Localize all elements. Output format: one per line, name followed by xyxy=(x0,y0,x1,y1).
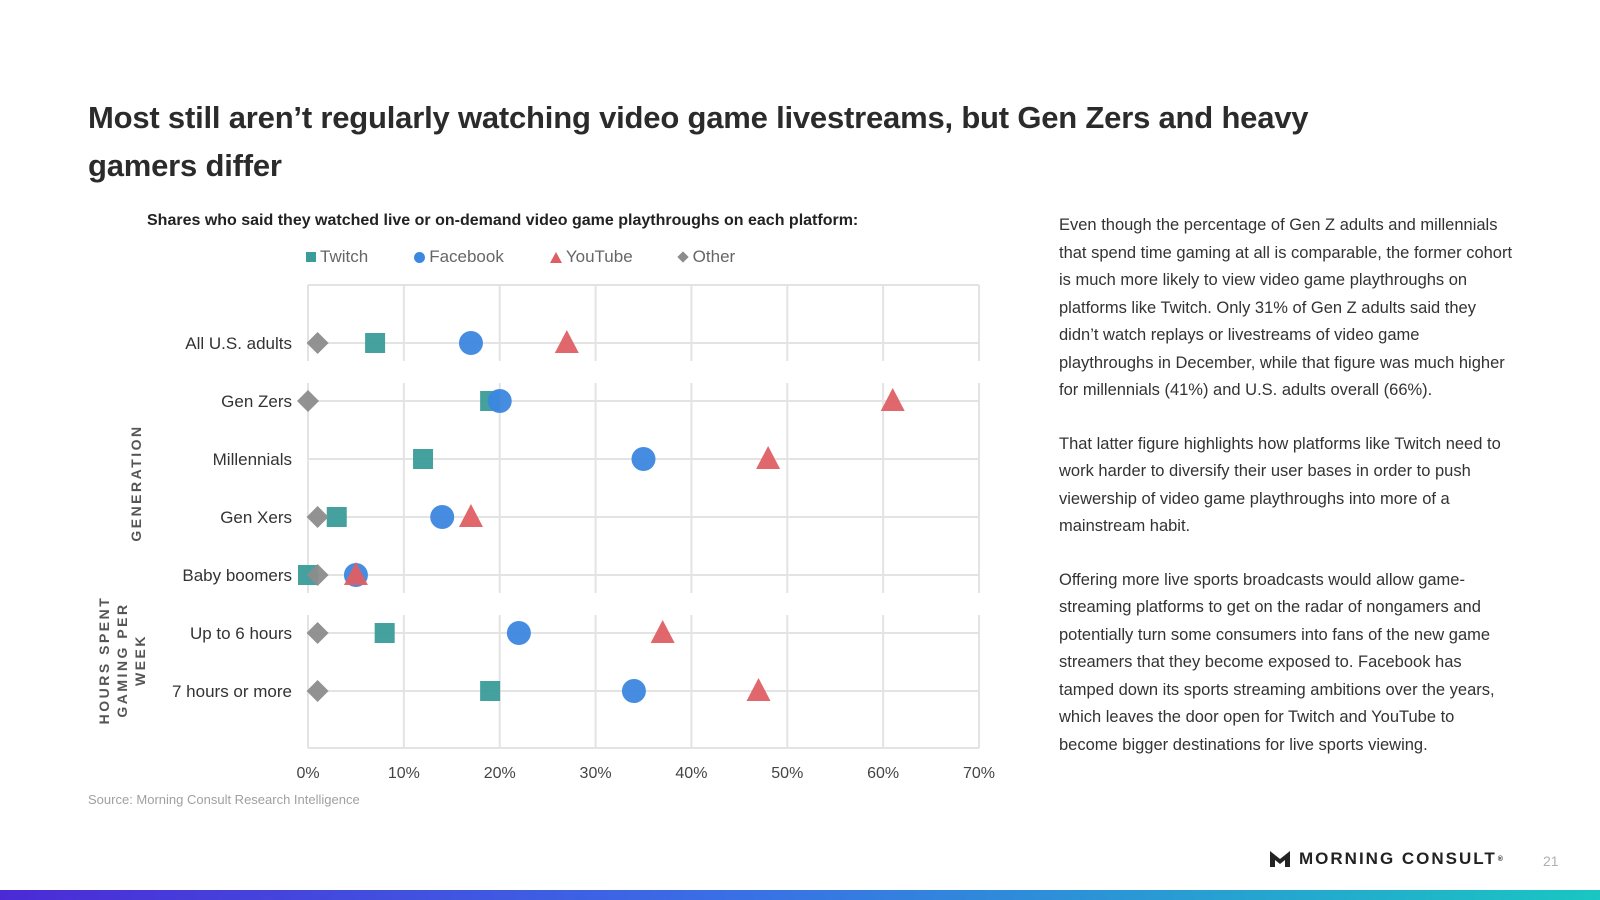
twitch-point xyxy=(365,333,386,353)
category-label: Baby boomers xyxy=(182,566,292,585)
x-tick-label: 50% xyxy=(771,765,803,782)
other-point xyxy=(306,332,329,354)
x-tick-label: 20% xyxy=(484,765,516,782)
other-point xyxy=(306,506,329,528)
commentary-paragraph-1: Even though the percentage of Gen Z adul… xyxy=(1059,216,1513,399)
twitch-point xyxy=(326,507,347,527)
group-label-line: WEEK xyxy=(132,634,148,686)
logo-text: MORNING CONSULT xyxy=(1299,849,1497,868)
group-label-line: GAMING PER xyxy=(114,602,130,717)
x-tick-label: 40% xyxy=(675,765,707,782)
logo-mark-icon xyxy=(1270,851,1290,867)
category-label: 7 hours or more xyxy=(172,682,292,701)
other-point xyxy=(306,680,329,702)
facebook-point xyxy=(621,679,646,703)
category-label: Millennials xyxy=(213,450,292,469)
x-tick-label: 70% xyxy=(963,765,995,782)
category-label: Gen Zers xyxy=(221,392,292,411)
category-label: Gen Xers xyxy=(220,508,292,527)
facebook-point xyxy=(506,621,531,645)
x-tick-label: 30% xyxy=(580,765,612,782)
logo-registered: ® xyxy=(1497,855,1505,863)
other-point xyxy=(306,622,329,644)
facebook-point xyxy=(487,389,512,413)
commentary-paragraph-2: That latter figure highlights how platfo… xyxy=(1059,434,1501,536)
legend-label: YouTube xyxy=(565,247,633,266)
twitch-point xyxy=(374,623,395,643)
legend-item-facebook: Facebook xyxy=(414,247,504,267)
legend-item-twitch: Twitch xyxy=(306,247,368,267)
twitch-point xyxy=(480,681,501,701)
source-note: Source: Morning Consult Research Intelli… xyxy=(88,792,360,807)
group-label-generation: GENERATION xyxy=(128,424,144,541)
legend-item-youtube: YouTube xyxy=(549,247,633,267)
chart-legend: Twitch Facebook YouTube Other xyxy=(306,247,781,267)
dot-plot-chart: 0% 10% 20% 30% 40% 50% 60% 70% All U.S. adults Ge… xyxy=(96,284,995,782)
youtube-point xyxy=(458,504,483,527)
commentary-paragraph-3: Offering more live sports broadcasts wou… xyxy=(1059,570,1495,754)
legend-item-other: Other xyxy=(677,247,736,267)
facebook-point xyxy=(458,331,483,355)
other-point xyxy=(297,390,319,412)
x-tick-label: 10% xyxy=(388,765,420,782)
other-point xyxy=(306,564,329,586)
category-label: Up to 6 hours xyxy=(190,624,292,643)
category-label: All U.S. adults xyxy=(185,334,292,353)
legend-label: Facebook xyxy=(429,247,504,266)
youtube-point xyxy=(554,330,579,353)
legend-label: Twitch xyxy=(320,247,369,266)
group-label-hours: HOURS SPENT GAMING PER WEEK xyxy=(96,596,148,725)
youtube-point xyxy=(650,620,675,643)
commentary: Even though the percentage of Gen Z adul… xyxy=(1059,212,1515,785)
page-title: Most still aren’t regularly watching vid… xyxy=(88,100,1309,183)
youtube-point xyxy=(880,388,905,411)
youtube-point xyxy=(746,678,771,701)
x-tick-label: 0% xyxy=(296,765,319,782)
facebook-point xyxy=(430,505,455,529)
group-label-line: HOURS SPENT xyxy=(96,596,112,725)
legend-label: Other xyxy=(692,247,736,266)
chart-subtitle: Shares who said they watched live or on-… xyxy=(147,212,859,229)
triangle-marker-icon xyxy=(549,251,562,263)
facebook-point xyxy=(631,447,656,471)
morning-consult-logo: MORNING CONSULT ® xyxy=(1269,849,1505,869)
x-tick-label: 60% xyxy=(867,765,899,782)
footer-gradient-bar xyxy=(0,890,1600,900)
youtube-point xyxy=(343,562,368,585)
page-number: 21 xyxy=(1543,853,1559,869)
circle-marker-icon xyxy=(414,251,426,263)
square-marker-icon xyxy=(306,252,316,262)
youtube-point xyxy=(756,446,781,469)
twitch-point xyxy=(413,449,434,469)
